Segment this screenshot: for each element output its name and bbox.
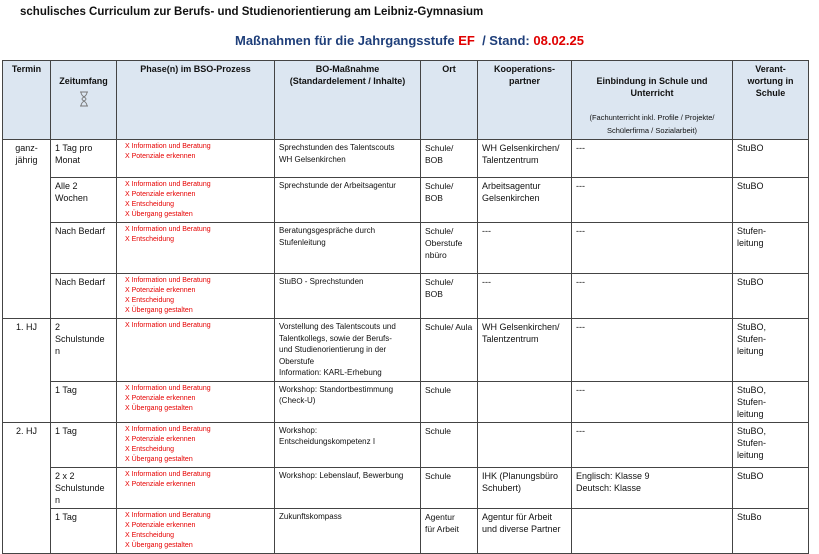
phase-cell: X Information und Beratung X Potenziale …: [116, 139, 275, 178]
table-row: Nach Bedarf X Information und Beratung X …: [3, 222, 809, 274]
partner-cell: ---: [477, 222, 572, 274]
table-row: 1 Tag X Information und Beratung X Potenz…: [3, 507, 809, 554]
partner-cell: WH Gelsenkirchen/ Talentzentrum: [477, 139, 572, 178]
zeitumfang-cell: Alle 2 Wochen: [50, 177, 117, 223]
col-ort: Ort: [420, 60, 478, 140]
einbindung-cell: ---: [571, 318, 733, 382]
massnahme-cell: StuBO - Sprechstunden: [274, 273, 421, 319]
massnahme-cell: Zukunftskompass: [274, 507, 421, 554]
col-phase: Phase(n) im BSO-Prozess: [116, 60, 275, 140]
phase-cell: X Information und Beratung X Potenziale …: [116, 421, 275, 468]
einbindung-cell: ---: [571, 222, 733, 274]
ort-cell: Schule/ Oberstufe nbüro: [420, 222, 478, 274]
phase-cell: X Information und Beratung X Potenziale …: [116, 466, 275, 509]
document-title: schulisches Curriculum zur Berufs- und S…: [20, 6, 484, 18]
partner-cell: Arbeitsagentur Gelsenkirchen: [477, 177, 572, 223]
header-row: Termin Zeitumfang Phase(n) im BSO-Prozes…: [2, 60, 809, 140]
termin-cell: 2. HJ: [2, 421, 51, 554]
massnahme-cell: Workshop: Standortbestimmung (Check-U): [274, 380, 421, 423]
einbindung-cell: ---: [571, 139, 733, 178]
col-zeitumfang-label: Zeitumfang: [59, 76, 108, 86]
einbindung-cell: ---: [571, 273, 733, 319]
ort-cell: Schule/ BOB: [420, 177, 478, 223]
ort-cell: Schule: [420, 380, 478, 423]
verantwortung-cell: StuBO: [732, 177, 809, 223]
phase-cell: X Information und Beratung: [116, 318, 275, 382]
ort-cell: Schule/ BOB: [420, 273, 478, 319]
massnahme-cell: Sprechstunden des Talentscouts WH Gelsen…: [274, 139, 421, 178]
einbindung-cell: [571, 507, 733, 554]
stand-date: 08.02.25: [533, 33, 584, 48]
jahrgangsstufe: EF: [458, 33, 475, 48]
einbindung-cell: ---: [571, 177, 733, 223]
verantwortung-cell: StuBO, Stufen- leitung: [732, 318, 809, 382]
termin-cell: 1. HJ: [2, 318, 51, 423]
subtitle-prefix: Maßnahmen für die Jahrgangsstufe: [235, 33, 455, 48]
col-termin: Termin: [2, 60, 51, 140]
table-row: Alle 2 Wochen X Information und Beratung …: [3, 177, 809, 223]
phase-cell: X Information und Beratung X Potenziale …: [116, 380, 275, 423]
verantwortung-cell: StuBO, Stufen- leitung: [732, 421, 809, 468]
table-row: Nach Bedarf X Information und Beratung X …: [3, 273, 809, 319]
col-massnahme: BO-Maßnahme (Standardelement / Inhalte): [274, 60, 421, 140]
massnahme-cell: Sprechstunde der Arbeitsagentur: [274, 177, 421, 223]
termin-cell: ganz- jährig: [2, 139, 51, 319]
ort-cell: Schule: [420, 466, 478, 509]
einbindung-cell: Englisch: Klasse 9 Deutsch: Klasse: [571, 466, 733, 509]
ort-cell: Schule/ Aula: [420, 318, 478, 382]
zeitumfang-cell: Nach Bedarf: [50, 273, 117, 319]
col-verantwortung: Verant- wortung in Schule: [732, 60, 809, 140]
phase-cell: X Information und Beratung X Entscheidun…: [116, 222, 275, 274]
zeitumfang-cell: 2 Schulstunde n: [50, 318, 117, 382]
zeitumfang-cell: 1 Tag: [50, 380, 117, 423]
massnahme-cell: Beratungsgespräche durch Stufenleitung: [274, 222, 421, 274]
ort-cell: Agentur für Arbeit: [420, 507, 478, 554]
phase-cell: X Information und Beratung X Potenziale …: [116, 507, 275, 554]
verantwortung-cell: Stufen- leitung: [732, 222, 809, 274]
partner-cell: [477, 421, 572, 468]
partner-cell: ---: [477, 273, 572, 319]
partner-cell: Agentur für Arbeit und diverse Partner: [477, 507, 572, 554]
ort-cell: Schule: [420, 421, 478, 468]
massnahme-cell: Workshop: Entscheidungskompetenz I: [274, 421, 421, 468]
col-einbindung-note: (Fachunterricht inkl. Profile / Projekte…: [589, 113, 715, 135]
massnahme-cell: Workshop: Lebenslauf, Bewerbung: [274, 466, 421, 509]
partner-cell: IHK (Planungsbüro Schubert): [477, 466, 572, 509]
curriculum-table: Termin Zeitumfang Phase(n) im BSO-Prozes…: [2, 60, 809, 554]
verantwortung-cell: StuBo: [732, 507, 809, 554]
verantwortung-cell: StuBO: [732, 466, 809, 509]
col-einbindung: Einbindung in Schule und Unterricht (Fac…: [571, 60, 733, 140]
partner-cell: [477, 380, 572, 423]
table-row: 1 Tag X Information und Beratung X Potenz…: [3, 380, 809, 423]
phase-cell: X Information und Beratung X Potenziale …: [116, 273, 275, 319]
stand-label: / Stand:: [482, 33, 530, 48]
verantwortung-cell: StuBO: [732, 273, 809, 319]
zeitumfang-cell: 1 Tag pro Monat: [50, 139, 117, 178]
verantwortung-cell: StuBO: [732, 139, 809, 178]
zeitumfang-cell: 2 x 2 Schulstunde n: [50, 466, 117, 509]
verantwortung-cell: StuBO, Stufen- leitung: [732, 380, 809, 423]
table-row: 2. HJ 1 Tag X Information und Beratung X P…: [2, 421, 809, 554]
page-subtitle: Maßnahmen für die Jahrgangsstufe EF / St…: [0, 33, 819, 48]
massnahme-cell: Vorstellung des Talentscouts und Talentk…: [274, 318, 421, 382]
partner-cell: WH Gelsenkirchen/ Talentzentrum: [477, 318, 572, 382]
phase-cell: X Information und Beratung X Potenziale …: [116, 177, 275, 223]
zeitumfang-cell: 1 Tag: [50, 507, 117, 554]
zeitumfang-cell: 1 Tag: [50, 421, 117, 468]
table-row: ganz- jährig 1 Tag pro Monat X Information…: [2, 139, 809, 319]
ort-cell: Schule/ BOB: [420, 139, 478, 178]
hourglass-icon: [79, 91, 88, 107]
einbindung-cell: ---: [571, 421, 733, 468]
einbindung-cell: ---: [571, 380, 733, 423]
zeitumfang-cell: Nach Bedarf: [50, 222, 117, 274]
col-zeitumfang: Zeitumfang: [50, 60, 117, 140]
col-partner: Kooperations- partner: [477, 60, 572, 140]
col-einbindung-label: Einbindung in Schule und Unterricht: [596, 76, 708, 98]
